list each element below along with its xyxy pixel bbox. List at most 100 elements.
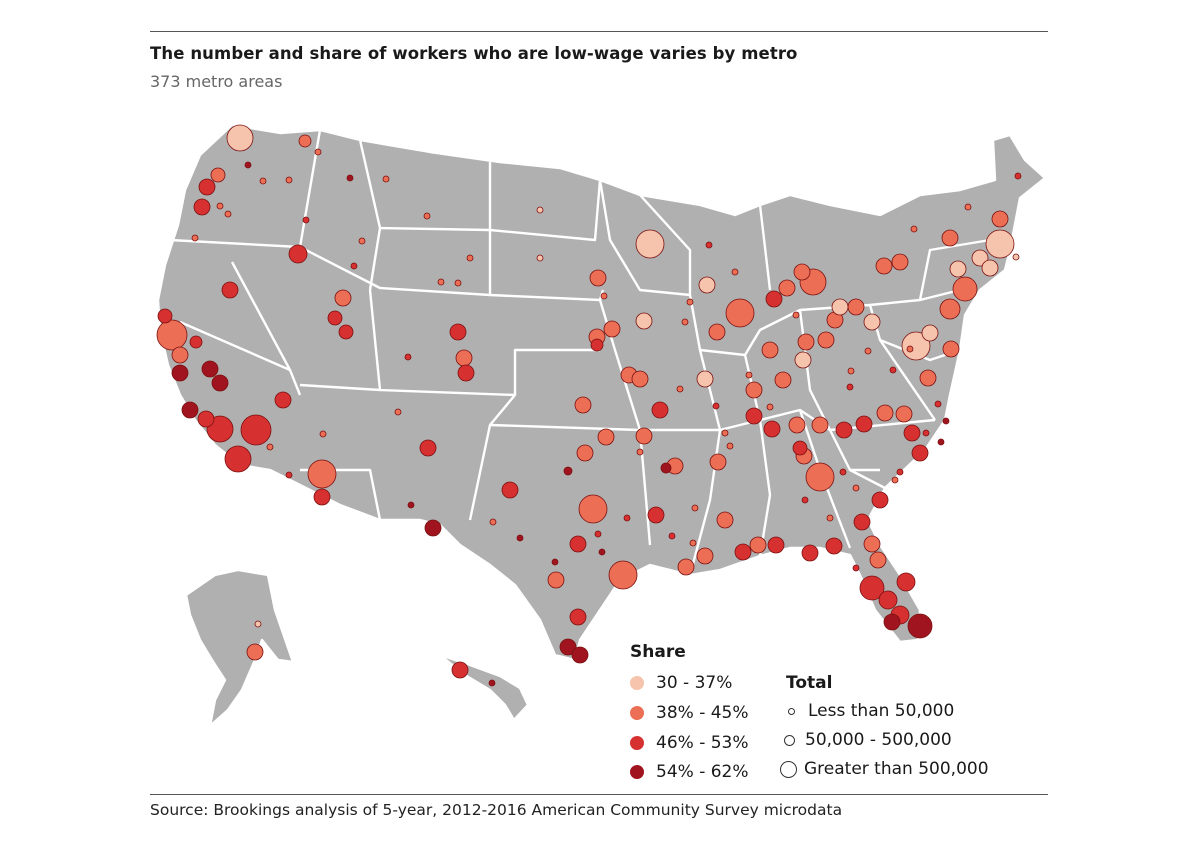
metro-bubble: [302, 216, 310, 224]
legend-share-item-1: 30 - 37%: [630, 673, 732, 693]
metro-bubble: [394, 408, 402, 416]
metro-bubble: [578, 494, 608, 524]
land: [156, 123, 1047, 728]
metro-bubble: [971, 249, 989, 267]
metro-bubble: [942, 417, 950, 425]
bottom-rule: [150, 794, 1048, 795]
metro-bubble: [716, 511, 734, 529]
metro-bubble: [691, 504, 699, 512]
metro-bubble: [488, 679, 496, 687]
metro-bubble: [676, 385, 684, 393]
metro-bubble: [875, 257, 893, 275]
metro-bubble: [767, 536, 785, 554]
metro-bubble: [698, 276, 716, 294]
metro-bubble: [825, 537, 843, 555]
metro-bubble: [878, 590, 898, 610]
metro-bubble: [831, 298, 849, 316]
metro-bubble: [338, 324, 354, 340]
metro-bubble: [934, 400, 942, 408]
metro-bubble: [793, 263, 811, 281]
metro-bubble: [847, 367, 855, 375]
metro-bubble: [576, 444, 594, 462]
metro-bubble: [964, 203, 972, 211]
metro-bubble: [547, 571, 565, 589]
metro-bubble: [501, 481, 519, 499]
size-large-icon: [780, 760, 797, 778]
legend-total-item-3: Greater than 500,000: [780, 759, 989, 779]
chart-subtitle: 373 metro areas: [150, 72, 283, 91]
metro-bubble: [708, 323, 726, 341]
metro-bubble: [817, 331, 835, 349]
metro-bubble: [901, 331, 931, 361]
metro-bubble: [635, 229, 665, 259]
metro-bubble: [895, 405, 913, 423]
metro-bubble: [636, 448, 644, 456]
metro-bubble: [314, 148, 322, 156]
metro-bubble: [451, 661, 469, 679]
metro-bubble: [651, 401, 669, 419]
metro-bubble: [689, 539, 697, 547]
metro-bubble: [647, 506, 665, 524]
metro-bubble: [939, 298, 961, 320]
metro-bubble: [216, 202, 224, 210]
metro-bubble: [726, 442, 734, 450]
metro-bubble: [285, 176, 293, 184]
metro-bubble: [307, 459, 337, 489]
legend-label: Less than 50,000: [808, 701, 955, 721]
metro-bubble: [603, 320, 621, 338]
metro-bubble: [571, 646, 589, 664]
metro-bubble: [853, 513, 871, 531]
metro-bubble: [778, 279, 796, 297]
metro-bubble: [937, 438, 945, 446]
metro-bubble: [864, 347, 872, 355]
metro-bubble: [942, 340, 960, 358]
metro-bubble: [635, 312, 653, 330]
metro-bubble: [852, 484, 860, 492]
legend-label: Greater than 500,000: [804, 759, 989, 779]
metro-bubble: [157, 308, 173, 324]
metro-bubble: [788, 416, 806, 434]
metro-bubble: [193, 198, 211, 216]
alaska-land: [184, 568, 295, 728]
metro-bubble: [765, 290, 783, 308]
metro-bubble: [725, 298, 755, 328]
metro-bubble: [922, 429, 930, 437]
metro-bubble: [574, 396, 592, 414]
metro-bubble: [594, 530, 602, 538]
metro-bubble: [949, 260, 967, 278]
metro-bubble: [221, 281, 239, 299]
metro-bubble: [794, 351, 812, 369]
metro-bubble: [668, 532, 676, 540]
metro-bubble: [869, 551, 887, 569]
metro-bubble: [224, 210, 232, 218]
metro-bubble: [156, 319, 188, 351]
metro-bubble: [266, 443, 274, 451]
metro-bubble: [985, 229, 1015, 259]
metro-bubble: [792, 311, 800, 319]
metro-bubble: [896, 468, 904, 476]
metro-bubble: [171, 364, 189, 382]
metro-bubble: [334, 289, 352, 307]
metro-bubble: [1014, 172, 1022, 180]
metro-bubble: [763, 420, 781, 438]
metro-bubble: [404, 353, 412, 361]
metro-bubble: [240, 414, 272, 446]
metro-bubble: [597, 428, 615, 446]
legend-swatch: [630, 676, 644, 690]
metro-bubble: [298, 134, 312, 148]
metro-bubble: [731, 268, 739, 276]
metro-bubble: [919, 369, 937, 387]
metro-bubble: [319, 430, 327, 438]
legend-share-item-4: 54% - 62%: [630, 762, 749, 782]
metro-bubble: [423, 212, 431, 220]
metro-bubble: [745, 381, 763, 399]
lower-48-land: [156, 123, 1047, 662]
metro-bubble: [437, 278, 445, 286]
metro-bubble: [631, 370, 649, 388]
metro-bubble: [457, 364, 475, 382]
metro-bubble: [623, 514, 631, 522]
metro-bubble: [745, 371, 753, 379]
metro-bubble: [863, 535, 881, 553]
metro-bubble: [921, 324, 939, 342]
metro-bubble: [660, 462, 672, 474]
